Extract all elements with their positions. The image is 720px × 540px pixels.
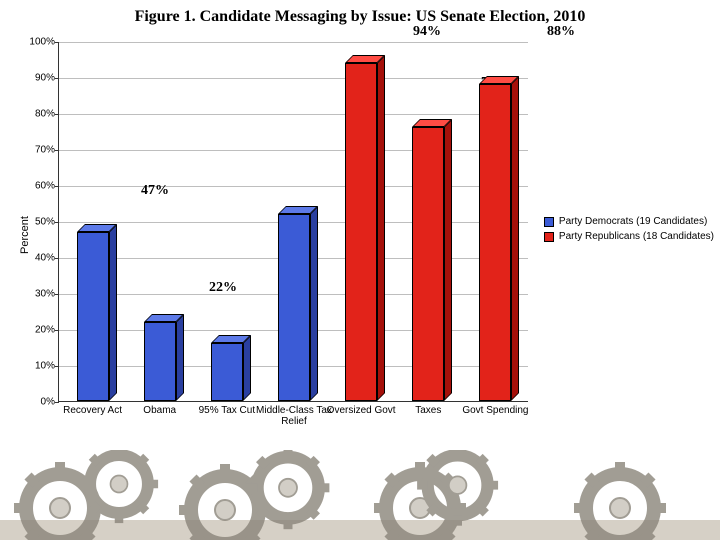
y-tick-mark (55, 294, 59, 295)
legend-label-republicans: Party Republicans (18 Candidates) (559, 231, 714, 242)
y-tick-mark (55, 402, 59, 403)
grid-line (59, 78, 528, 79)
bar (479, 84, 511, 401)
grid-line (59, 150, 528, 151)
bar (278, 214, 310, 401)
y-tick-label: 90% (23, 73, 55, 84)
legend-swatch-republicans (544, 232, 554, 242)
bar (345, 63, 377, 401)
grid-line (59, 114, 528, 115)
y-tick-mark (55, 186, 59, 187)
y-tick-label: 20% (23, 325, 55, 336)
y-tick-label: 40% (23, 253, 55, 264)
y-tick-mark (55, 258, 59, 259)
y-tick-label: 0% (23, 397, 55, 408)
y-tick-label: 30% (23, 289, 55, 300)
grid-line (59, 42, 528, 43)
bar-value-label: 47% (125, 183, 185, 199)
y-tick-mark (55, 78, 59, 79)
y-tick-label: 70% (23, 145, 55, 156)
y-tick-mark (55, 42, 59, 43)
y-tick-mark (55, 150, 59, 151)
legend-swatch-democrats (544, 217, 554, 227)
y-tick-label: 50% (23, 217, 55, 228)
chart-area: Percent 0%10%20%30%40%50%60%70%80%90%100… (0, 30, 720, 440)
legend-label-democrats: Party Democrats (19 Candidates) (559, 216, 707, 227)
y-tick-label: 10% (23, 361, 55, 372)
legend: Party Democrats (19 Candidates) Party Re… (544, 212, 714, 246)
x-tick-label: Govt Spending (455, 405, 535, 416)
plot-region: 0%10%20%30%40%50%60%70%80%90%100%47%Reco… (58, 42, 528, 402)
y-tick-mark (55, 222, 59, 223)
bar-value-label: 88% (531, 24, 591, 40)
y-tick-label: 80% (23, 109, 55, 120)
bar (412, 127, 444, 401)
legend-item-republicans: Party Republicans (18 Candidates) (544, 231, 714, 242)
y-tick-label: 60% (23, 181, 55, 192)
chart-title: Figure 1. Candidate Messaging by Issue: … (0, 0, 720, 30)
bar-value-label: 94% (397, 24, 457, 40)
y-tick-label: 100% (23, 37, 55, 48)
y-tick-mark (55, 114, 59, 115)
bar (144, 322, 176, 401)
bar (77, 232, 109, 401)
gears-icon (0, 450, 720, 540)
footer-decoration (0, 450, 720, 540)
y-tick-mark (55, 330, 59, 331)
bar-value-label: 22% (193, 280, 253, 296)
bar (211, 343, 243, 401)
y-tick-mark (55, 366, 59, 367)
legend-item-democrats: Party Democrats (19 Candidates) (544, 216, 714, 227)
